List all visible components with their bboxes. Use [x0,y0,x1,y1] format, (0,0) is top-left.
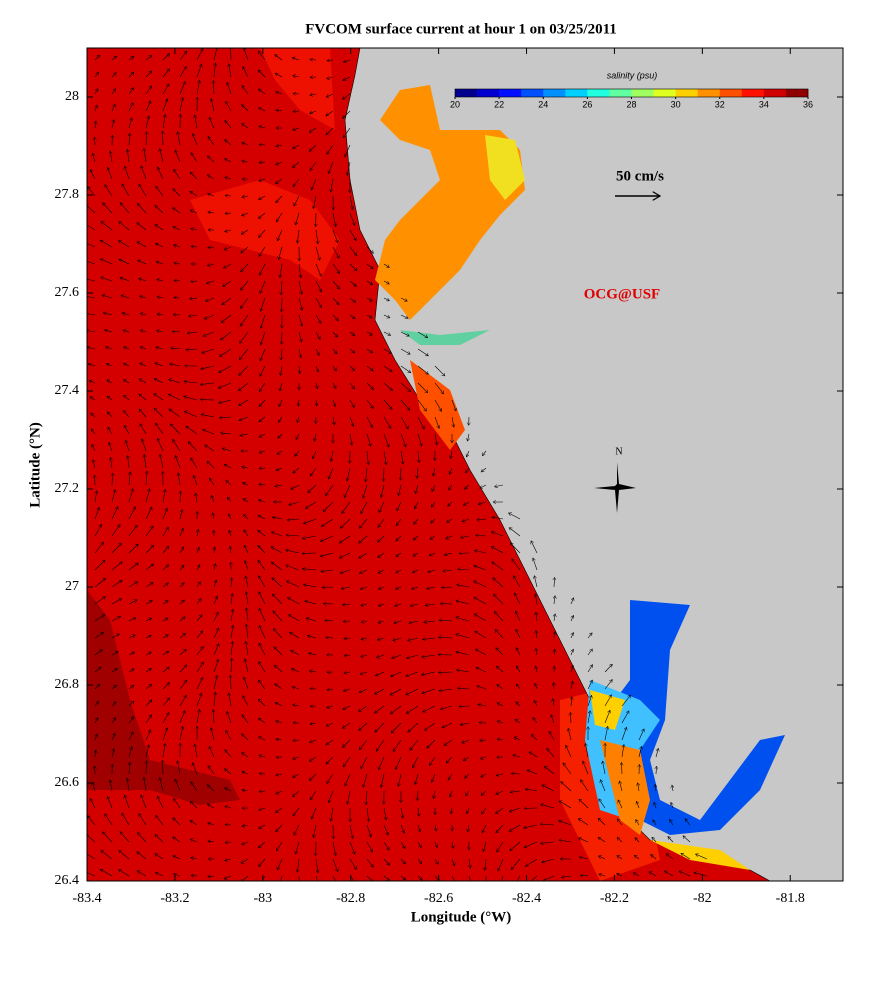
x-tick-label: -83.4 [72,891,101,906]
map-area [82,46,843,890]
colorbar-swatch [587,89,609,97]
colorbar-swatch [477,89,499,97]
colorbar-tick-label: 24 [538,99,548,109]
colorbar-swatch [654,89,676,97]
colorbar-swatch [632,89,654,97]
y-tick-label: 27.2 [55,481,80,496]
x-tick-label: -83.2 [160,891,189,906]
y-tick-label: 27.8 [55,187,80,202]
y-tick-label: 27 [65,579,79,594]
colorbar-swatch [543,89,565,97]
colorbar-swatch [698,89,720,97]
colorbar-swatch [565,89,587,97]
credit: OCG@USF [584,286,660,302]
x-tick-label: -81.8 [776,891,805,906]
y-axis-label: Latitude (°N) [27,422,43,508]
colorbar-tick-label: 36 [803,99,813,109]
colorbar-swatch [764,89,786,97]
y-tick-label: 27.6 [55,285,80,300]
x-tick-label: -83 [253,891,272,906]
colorbar-swatch [521,89,543,97]
colorbar-tick-label: 22 [494,99,504,109]
colorbar-tick-label: 30 [671,99,681,109]
x-tick-label: -82.4 [512,891,541,906]
y-tick-label: 26.6 [55,775,80,790]
colorbar-swatch [676,89,698,97]
colorbar-tick-label: 20 [450,99,460,109]
x-tick-label: -82.6 [424,891,453,906]
x-axis-label: Longitude (°W) [411,909,512,925]
colorbar-tick-label: 34 [759,99,769,109]
x-tick-label: -82.8 [336,891,365,906]
colorbar-swatch [720,89,742,97]
y-tick-label: 27.4 [55,383,80,398]
x-tick-label: -82 [693,891,712,906]
colorbar-tick-label: 26 [582,99,592,109]
chart-title: FVCOM surface current at hour 1 on 03/25… [305,21,617,37]
colorbar-swatch [742,89,764,97]
colorbar-tick-label: 32 [715,99,725,109]
colorbar-label: salinity (psu) [607,70,658,80]
scale-label: 50 cm/s [616,168,664,184]
colorbar-swatch [455,89,477,97]
colorbar-swatch [786,89,808,97]
y-tick-label: 26.8 [55,677,80,692]
x-tick-label: -82.2 [600,891,629,906]
colorbar-swatch [609,89,631,97]
y-tick-label: 26.4 [55,873,80,888]
north-label: N [615,446,622,457]
colorbar-swatch [499,89,521,97]
y-tick-label: 28 [65,89,79,104]
colorbar-tick-label: 28 [626,99,636,109]
